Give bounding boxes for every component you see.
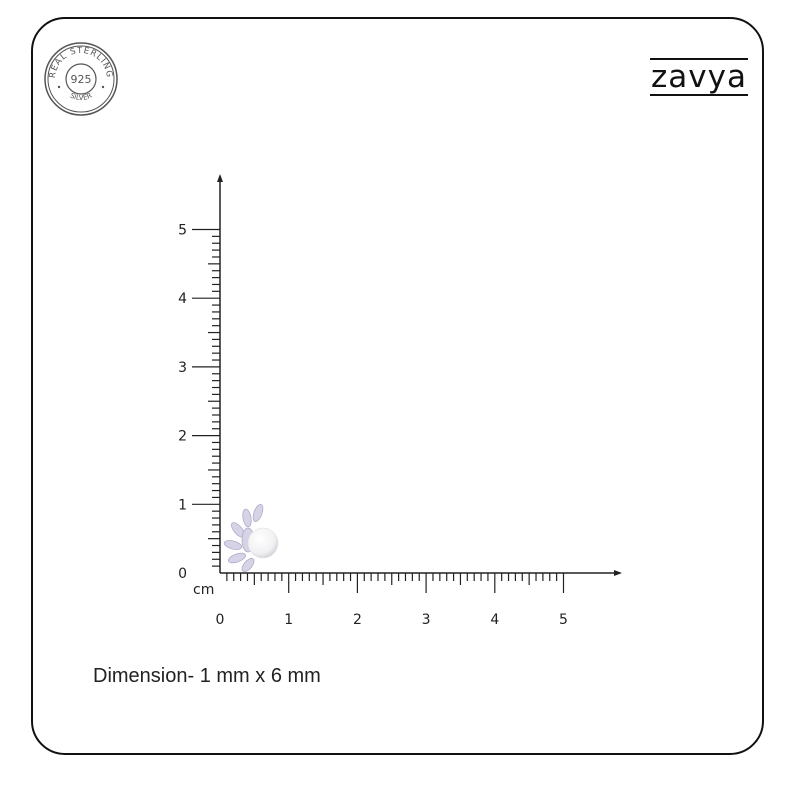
sterling-seal: REAL STERLING SILVER 925 (44, 42, 118, 116)
x-tick-label: 3 (422, 612, 431, 628)
earring-image (223, 504, 279, 573)
x-tick-label: 4 (490, 612, 499, 628)
x-tick-label: 5 (559, 612, 568, 628)
x-tick-label: 1 (284, 612, 293, 628)
svg-text:SILVER: SILVER (69, 91, 94, 102)
dimension-text: Dimension- 1 mm x 6 mm (93, 665, 321, 687)
card-frame (31, 17, 764, 755)
axis-arrowheads (217, 174, 622, 576)
x-tick-label: 0 (216, 612, 225, 628)
brand-logo: zavya (650, 58, 748, 96)
y-tick-label: 3 (178, 360, 187, 376)
y-tick-label: 1 (178, 497, 187, 513)
unit-label: cm (193, 582, 214, 598)
y-tick-label: 5 (178, 223, 187, 239)
x-tick-label: 2 (353, 612, 362, 628)
y-tick-label: 0 (178, 566, 187, 582)
y-tick-label: 2 (178, 429, 187, 445)
y-tick-label: 4 (178, 291, 187, 307)
seal-center-text: 925 (71, 73, 92, 86)
